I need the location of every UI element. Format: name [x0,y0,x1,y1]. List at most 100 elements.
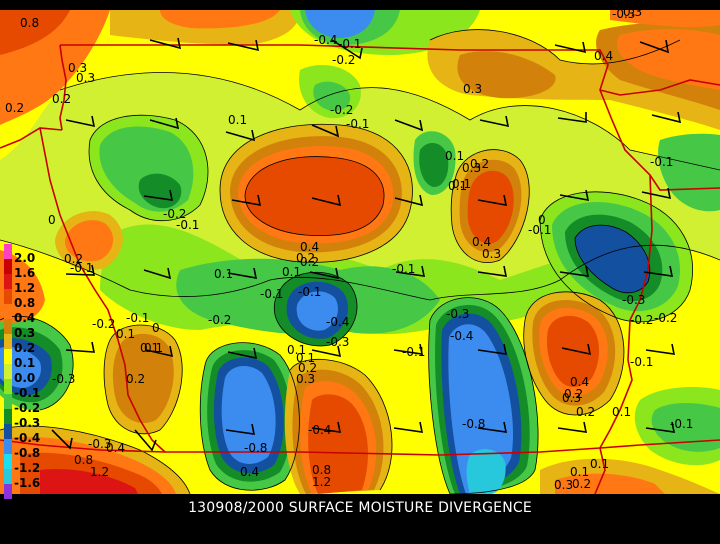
contour-label: 1.2 [312,475,331,489]
contour-label: -0.2 [92,317,115,331]
contour-label: 0 [48,213,56,227]
sw-lightblue [221,365,276,464]
contour-label: 0.1 [116,327,135,341]
contour-label: -0.1 [346,117,369,131]
contour-label: 0.1 [144,341,163,355]
contour-label: 0.3 [296,372,315,386]
n-orange [160,10,280,29]
contour-label: 0.2 [296,251,315,265]
ee-green [658,133,720,212]
contour-label: -0.1 [402,345,425,359]
legend-swatch [4,274,12,289]
legend-swatch [4,454,12,469]
contour-label: -0.4 [450,329,473,343]
nc-darkgreen [419,143,449,188]
contour-label: -0.2 [208,313,231,327]
legend-label: 2.0 [14,251,35,265]
contour-label: -0.2 [163,207,186,221]
contour-label: -0.3 [326,335,349,349]
nw-red [0,10,70,55]
legend-label: 1.6 [14,266,35,280]
legend-label: -1.2 [14,461,40,475]
contour-label: 0.3 [623,5,642,19]
contour-label: 0.2 [576,405,595,419]
ne-orange [616,29,720,90]
contour-label: -0.8 [244,441,267,455]
c-red [245,156,385,236]
legend-swatch [4,484,12,499]
contour-label: -0.2 [332,53,355,67]
contour-label: -0.4 [314,33,337,47]
contour-label: 0 [152,321,160,335]
contour-label: -0.1 [630,355,653,369]
contour-label: 0.2 [470,157,489,171]
contour-label: 0.4 [240,465,259,479]
legend-label: 1.2 [14,281,35,295]
contour-label: -0.1 [338,37,361,51]
contour-label: 0.1 [287,343,306,357]
contour-label: -0.3 [88,437,111,451]
contour-label: 0.1 [590,457,609,471]
contour-label: 0.1 [448,179,467,193]
contour-label: 0.2 [300,255,319,269]
contour-label: -0.2 [330,103,353,117]
legend-label: -1.6 [14,476,40,490]
contour-label: 0.2 [5,101,24,115]
legend-swatch [4,319,12,334]
legend-label: -0.1 [14,386,40,400]
contour-label: 0.1 [214,267,233,281]
contour-label: -0.2 [630,313,653,327]
contour-label: 0.3 [554,478,573,492]
contour-label: 0.2 [572,477,591,491]
contour-label: 0.2 [126,372,145,386]
cs-lightblue [296,291,338,331]
legend-swatch [4,304,12,319]
contour-label: 0.1 [228,113,247,127]
se-red [547,315,600,387]
contour-label: 0.8 [20,16,39,30]
contour-label: 0.3 [76,71,95,85]
se2-green [651,403,720,452]
sc-lightblue [448,324,514,494]
legend-swatch [4,439,12,454]
contour-label: -0.4 [308,423,331,437]
contour-label: 0.8 [312,463,331,477]
legend-swatch [4,334,12,349]
sc-cyan [466,449,506,494]
legend-label: 0.2 [14,341,35,355]
legend-swatch [4,349,12,364]
contour-label: 0.1 [296,351,315,365]
legend-swatch [4,424,12,439]
n-blue [305,10,375,38]
contour-label: 0.4 [300,240,319,254]
legend-label: 0.0 [14,371,35,385]
contour-label: 0.2 [64,252,83,266]
legend-label: -0.3 [14,416,40,430]
legend-label: 0.1 [14,356,35,370]
contour-label: -0.3 [622,293,645,307]
contour-label: 0.1 [452,177,471,191]
contour-label: 0.4 [106,441,125,455]
contour-label: -0.3 [612,7,635,21]
contour-label: 0.4 [594,49,613,63]
contour-label: 0.1 [570,465,589,479]
legend-swatch [4,409,12,424]
ne2-brown [457,51,556,99]
contour-label: 0.2 [564,387,583,401]
legend-label: -0.2 [14,401,40,415]
contour-label: -0.1 [260,287,283,301]
contour-label: 1.2 [90,465,109,479]
legend-label: -0.8 [14,446,40,460]
contour-label: -0.2 [654,311,677,325]
contour-label: -0.1 [298,285,321,299]
legend-swatch [4,289,12,304]
contour-label: -0.1 [126,311,149,325]
e-blue [575,225,650,293]
wind-barbs [51,37,682,452]
contour-label: 0.3 [463,82,482,96]
se3-orange [555,473,665,494]
contour-label: 0.1 [140,341,159,355]
contour-label: 0.3 [482,247,501,261]
